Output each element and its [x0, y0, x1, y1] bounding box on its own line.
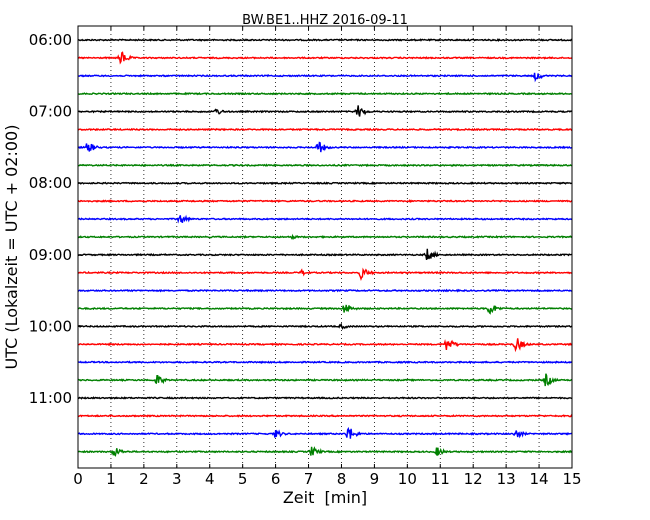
trace-08:45 — [77, 233, 573, 241]
trace-11:00 — [77, 396, 573, 400]
trace-11:30 — [77, 426, 573, 439]
x-tick-label: 7 — [304, 470, 314, 488]
trace-08:00 — [77, 181, 573, 186]
trace-10:45 — [77, 373, 573, 387]
x-tick-label: 5 — [238, 470, 248, 488]
trace-07:15 — [77, 127, 573, 132]
y-tick-label: 11:00 — [29, 389, 72, 407]
trace-08:30 — [77, 214, 573, 224]
trace-06:00 — [77, 38, 572, 42]
trace-07:45 — [77, 163, 572, 168]
trace-10:00 — [77, 322, 573, 330]
y-tick-label: 06:00 — [29, 31, 72, 49]
x-tick-label: 0 — [73, 470, 83, 488]
trace-09:00 — [77, 248, 573, 261]
y-axis-label: UTC (Lokalzeit = UTC + 02:00) — [2, 125, 21, 370]
plot-frame — [77, 25, 573, 469]
x-axis-label: Zeit [min] — [283, 488, 367, 507]
seismogram-traces — [77, 38, 573, 457]
trace-08:15 — [77, 199, 573, 204]
x-tick-label: 14 — [530, 470, 549, 488]
y-tick-label: 10:00 — [29, 317, 72, 335]
x-tick-label: 12 — [464, 470, 483, 488]
x-tick-label: 1 — [106, 470, 116, 488]
trace-06:45 — [77, 91, 572, 96]
y-tick-label: 08:00 — [29, 174, 72, 192]
trace-07:30 — [77, 141, 573, 153]
x-tick-label: 9 — [370, 470, 380, 488]
trace-09:45 — [78, 304, 572, 315]
grid-lines — [110, 26, 540, 468]
x-tick-label: 4 — [205, 470, 215, 488]
x-tick-label: 3 — [172, 470, 182, 488]
trace-10:30 — [77, 360, 573, 365]
x-tick-label: 8 — [337, 470, 347, 488]
trace-09:15 — [77, 267, 573, 282]
trace-10:15 — [77, 338, 573, 353]
chart-title: BW.BE1..HHZ 2016-09-11 — [242, 13, 408, 28]
x-tick-label: 11 — [431, 470, 450, 488]
trace-06:30 — [78, 72, 573, 83]
y-tick-label: 09:00 — [29, 246, 72, 264]
x-tick-label: 6 — [271, 470, 281, 488]
trace-07:00 — [77, 105, 573, 117]
x-axis-ticks: 0 1 2 3 4 5 6 7 8 9 10 11 12 13 14 15 — [73, 26, 582, 488]
x-tick-label: 2 — [139, 470, 149, 488]
trace-11:15 — [78, 414, 573, 418]
x-tick-label: 10 — [398, 470, 417, 488]
trace-11:45 — [77, 446, 573, 457]
y-axis-ticks: 06:00 07:00 08:00 09:00 10:00 11:00 — [29, 31, 82, 407]
trace-09:30 — [77, 288, 573, 293]
trace-06:15 — [78, 51, 573, 65]
y-tick-label: 07:00 — [29, 103, 72, 121]
x-tick-label: 13 — [497, 470, 516, 488]
x-tick-label: 15 — [562, 470, 581, 488]
